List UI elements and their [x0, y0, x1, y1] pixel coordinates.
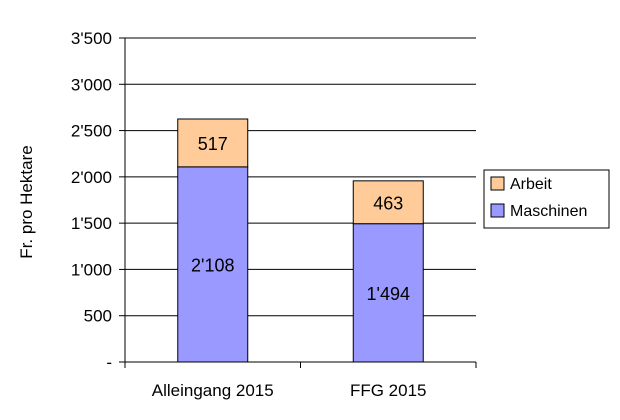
bar-arbeit-1: [177, 118, 249, 168]
legend-swatch-arbeit: [490, 176, 505, 191]
y-tick-label: 1'000: [71, 260, 112, 279]
y-tick-label: 2'500: [71, 122, 112, 141]
y-tick-label: 3'000: [71, 75, 112, 94]
y-tick-label: 500: [84, 307, 112, 326]
x-category-label: Alleingang 2015: [152, 381, 274, 400]
labels: 2'108 517 Alleingang 2015 1'494 463 FFG 2015: [152, 134, 427, 400]
y-tick-label: -: [106, 353, 112, 372]
y-tick-label: 2'000: [71, 168, 112, 187]
bars: [177, 118, 424, 363]
data-label-maschinen-1: 2'108: [191, 255, 234, 275]
legend-label-arbeit: Arbeit: [510, 176, 552, 193]
data-label-arbeit-1: 517: [198, 134, 228, 154]
legend: Arbeit Maschinen: [483, 169, 610, 229]
y-tick-label: 1'500: [71, 214, 112, 233]
bar-arbeit-2: [352, 180, 424, 225]
legend-label-maschinen: Maschinen: [510, 203, 587, 220]
data-label-arbeit-2: 463: [373, 193, 403, 213]
axes: - 500 1'000 1'500 2'000 2'500 3'000 3'500: [71, 29, 477, 372]
x-category-label: FFG 2015: [350, 381, 427, 400]
y-axis-title: Fr. pro Hektare: [17, 145, 36, 258]
legend-box: [483, 169, 610, 229]
y-tick-label: 3'500: [71, 29, 112, 48]
legend-swatch-maschinen: [490, 203, 505, 218]
bar-maschinen-2: [352, 223, 424, 363]
data-label-maschinen-2: 1'494: [367, 284, 410, 304]
